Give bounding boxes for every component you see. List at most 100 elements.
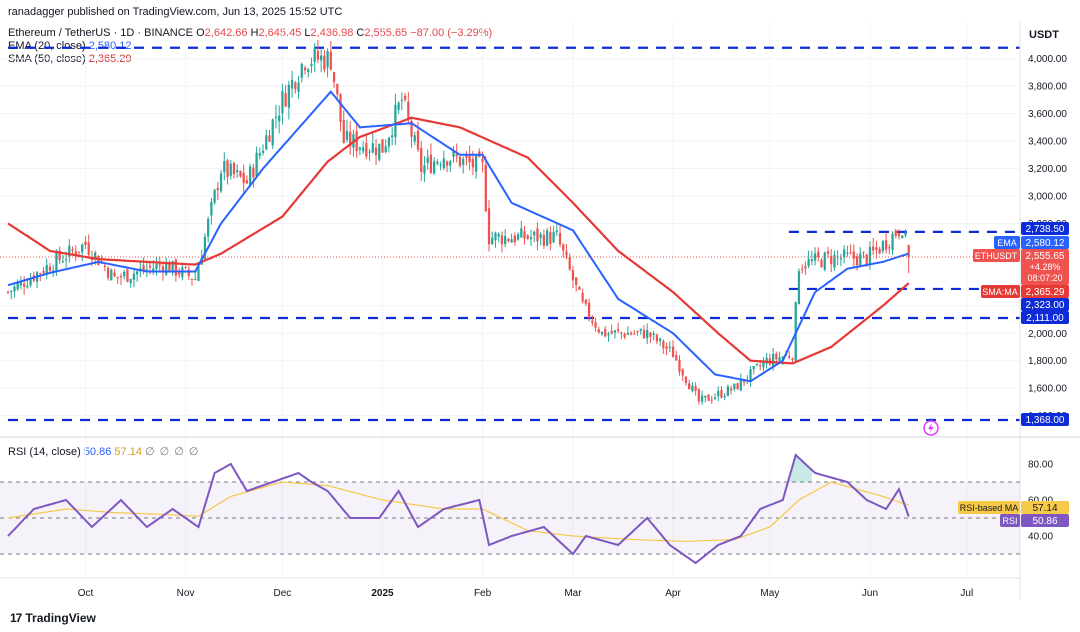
candle-body	[116, 276, 119, 278]
candle-body	[623, 333, 626, 338]
candle-body	[271, 119, 274, 146]
tag-last-price: ETHUSDT 2,555.65 +4.28% 08:07:20	[973, 249, 1069, 285]
candle-body	[55, 252, 58, 272]
candle-body	[781, 356, 784, 360]
candle-body	[813, 253, 817, 261]
candle-body	[500, 235, 504, 245]
candle-body	[507, 238, 510, 242]
ema-legend[interactable]: EMA (20, close) 2,580.12	[8, 40, 132, 52]
candle-body	[778, 357, 781, 362]
candle-body	[210, 202, 213, 216]
price-tick-label: 2,000.00	[1028, 329, 1067, 340]
candle-body	[261, 150, 265, 153]
tag-symbol: ETHUSDT	[975, 251, 1018, 261]
candle-body	[830, 256, 833, 265]
candle-body	[242, 172, 245, 184]
candle-body	[852, 251, 855, 259]
candle-body	[307, 69, 310, 73]
candle-body	[320, 55, 323, 61]
candle-body	[833, 254, 836, 268]
candle-body	[520, 228, 523, 238]
candle-body	[775, 353, 778, 360]
candle-body	[617, 329, 620, 331]
tag-ema: EMA 2,580.12	[994, 236, 1069, 249]
candle-body	[29, 278, 32, 286]
candle-body	[710, 399, 713, 401]
time-tick-label: Dec	[274, 588, 292, 599]
candle-body	[245, 180, 249, 184]
candle-body	[310, 63, 313, 66]
candle-body	[16, 283, 19, 290]
candle-body	[287, 84, 290, 108]
candle-body	[155, 263, 158, 270]
symbol-ohlc-legend: Ethereum / TetherUS · 1D · BINANCE O2,64…	[8, 27, 492, 39]
candle-body	[610, 330, 613, 334]
tag-sma-value: 2,365.29	[1026, 287, 1065, 298]
candle-body	[875, 247, 878, 250]
time-tick-label: Feb	[474, 588, 492, 599]
tag-level-2111: 2,111.00	[1021, 311, 1069, 324]
candle-body	[374, 147, 378, 156]
candle-body	[694, 386, 697, 391]
price-tick-label: 1,800.00	[1028, 356, 1067, 367]
candle-body	[68, 245, 71, 257]
candle-body	[184, 266, 187, 268]
tag-sma: SMA:MA 2,365.29	[981, 285, 1069, 298]
candle-body	[462, 158, 465, 165]
candle-body	[252, 167, 255, 178]
candle-body	[442, 158, 445, 169]
publish-header: ranadagger published on TradingView.com,…	[8, 6, 343, 18]
candle-body	[358, 147, 362, 150]
time-tick-label: Oct	[78, 588, 94, 599]
candle-body	[888, 247, 891, 249]
candle-body	[77, 251, 81, 253]
candle-body	[87, 242, 90, 255]
tag-level-2738-text: 2,738.50	[1026, 224, 1065, 235]
candle-body	[336, 83, 339, 95]
candle-body	[736, 383, 739, 390]
candle-body	[194, 279, 197, 281]
price-grid	[0, 22, 1020, 578]
ema-legend-value: 2,580.12	[88, 40, 132, 52]
candle-body	[862, 251, 865, 253]
candle-body	[174, 259, 178, 276]
symbol-name[interactable]: Ethereum / TetherUS · 1D · BINANCE	[8, 27, 194, 39]
ema-legend-label: EMA (20, close)	[8, 40, 86, 52]
candle-body	[868, 246, 872, 264]
candle-body	[197, 266, 200, 281]
candle-body	[248, 166, 252, 185]
candle-body	[859, 253, 862, 268]
high-value: 2,645.45	[258, 27, 302, 39]
candle-body	[316, 50, 320, 60]
candle-body	[10, 290, 13, 293]
candle-body	[300, 63, 303, 78]
candle-body	[481, 158, 484, 163]
candle-body	[671, 346, 675, 358]
candle-body	[165, 263, 168, 275]
candle-body	[487, 208, 491, 245]
tag-level-2323-text: 2,323.00	[1026, 300, 1065, 311]
candle-body	[290, 79, 294, 89]
candle-body	[604, 329, 607, 337]
candle-body	[465, 155, 468, 159]
candle-body	[368, 151, 371, 153]
candle-body	[884, 240, 888, 250]
candle-body	[371, 143, 374, 153]
tradingview-logo[interactable]: 17 TradingView	[10, 611, 96, 625]
candle-body	[449, 160, 452, 166]
candle-body	[704, 395, 707, 398]
candle-body	[433, 161, 436, 174]
tradingview-logo-icon: 17	[10, 611, 22, 625]
rsi-ma-legend-value: 57.14	[114, 446, 142, 458]
candle-body	[675, 355, 678, 361]
candle-body	[668, 346, 671, 348]
candle-body	[749, 369, 752, 382]
candle-body	[148, 265, 152, 268]
candle-body	[297, 82, 300, 92]
change-value: −87.00 (−3.29%)	[410, 27, 493, 39]
currency-label[interactable]: USDT	[1029, 29, 1059, 41]
candle-body	[513, 235, 516, 243]
rsi-legend-label: RSI (14, close)	[8, 446, 81, 458]
rsi-legend-value: 50.86	[83, 446, 112, 458]
